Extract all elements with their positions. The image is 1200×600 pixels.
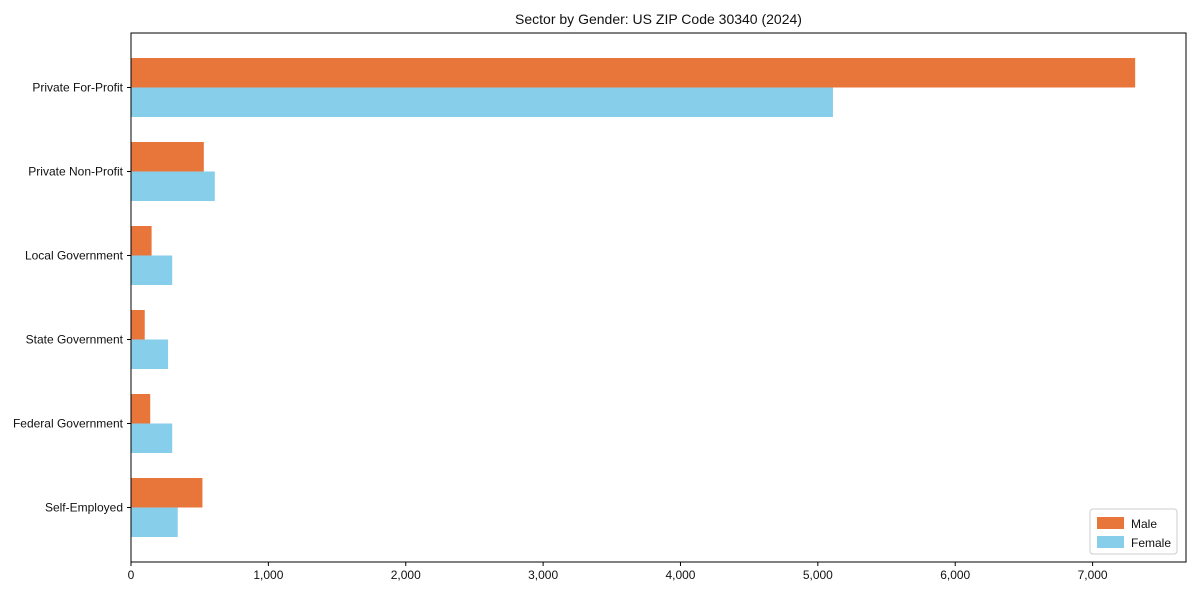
bar-male-3: [131, 226, 152, 256]
bar-male-4: [131, 310, 145, 340]
bar-female-4: [131, 339, 169, 369]
bar-female-1: [131, 87, 833, 117]
plot-border: [130, 32, 1187, 563]
bar-female-5: [131, 423, 173, 453]
x-tick-label: 7,000: [1078, 568, 1108, 582]
bar-female-6: [131, 507, 178, 537]
x-tick-label: 6,000: [940, 568, 970, 582]
legend-label-female: Female: [1131, 536, 1171, 550]
bar-male-1: [131, 58, 1136, 88]
bar-male-2: [131, 142, 204, 172]
y-tick-label: Self-Employed: [45, 501, 123, 515]
y-tick-label: State Government: [26, 333, 124, 347]
x-tick-label: 5,000: [803, 568, 833, 582]
bar-female-2: [131, 171, 215, 201]
x-tick-label: 4,000: [665, 568, 695, 582]
bar-male-5: [131, 394, 151, 424]
bar-female-3: [131, 255, 173, 285]
y-tick-label: Private Non-Profit: [28, 165, 123, 179]
x-tick-label: 2,000: [391, 568, 421, 582]
legend-swatch-female: [1097, 536, 1124, 548]
bar-male-6: [131, 478, 203, 508]
x-tick-label: 1,000: [253, 568, 283, 582]
legend-label-male: Male: [1131, 517, 1157, 531]
y-tick-label: Federal Government: [13, 417, 124, 431]
x-tick-label: 0: [128, 568, 135, 582]
x-tick-label: 3,000: [528, 568, 558, 582]
y-tick-label: Local Government: [25, 249, 124, 263]
y-tick-label: Private For-Profit: [32, 81, 123, 95]
chart-title: Sector by Gender: US ZIP Code 30340 (202…: [515, 11, 802, 27]
legend-swatch-male: [1097, 517, 1124, 529]
